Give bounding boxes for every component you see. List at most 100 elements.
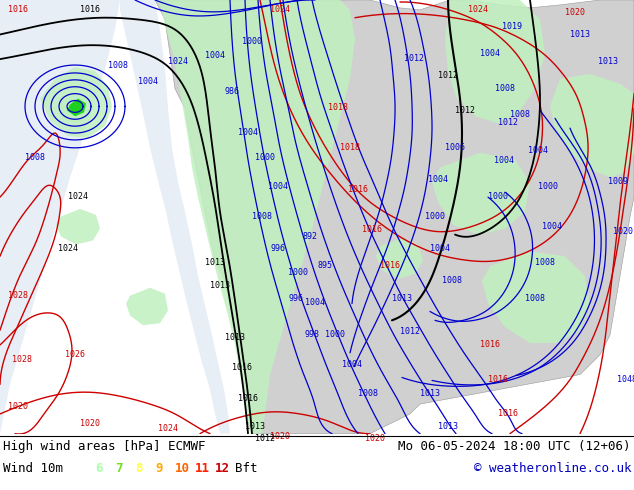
Text: 1004: 1004 <box>430 245 450 253</box>
Text: 1016: 1016 <box>380 261 400 270</box>
Polygon shape <box>120 0 230 434</box>
Text: 998: 998 <box>304 330 320 339</box>
Text: 6: 6 <box>95 463 103 475</box>
Polygon shape <box>67 98 86 116</box>
Text: 1000: 1000 <box>488 192 508 201</box>
Text: 1004: 1004 <box>428 175 448 184</box>
Text: 1000: 1000 <box>538 182 558 191</box>
Text: 1013: 1013 <box>420 389 440 398</box>
Text: 1004: 1004 <box>238 128 258 137</box>
Text: 1020: 1020 <box>270 432 290 441</box>
Text: 1020: 1020 <box>8 402 28 411</box>
Text: 1024: 1024 <box>168 57 188 66</box>
Text: 1026: 1026 <box>65 350 85 359</box>
Text: 1020: 1020 <box>613 227 633 236</box>
Text: 1004: 1004 <box>305 297 325 307</box>
Text: 1028: 1028 <box>8 291 28 300</box>
Text: 1004: 1004 <box>494 156 514 165</box>
Text: 1000: 1000 <box>255 153 275 162</box>
Polygon shape <box>482 251 590 343</box>
Text: 1016: 1016 <box>232 363 252 372</box>
Text: 1016: 1016 <box>480 340 500 349</box>
Text: 1008: 1008 <box>442 276 462 285</box>
Text: Bft: Bft <box>235 463 257 475</box>
Text: 1009: 1009 <box>608 177 628 186</box>
Text: 1013: 1013 <box>392 294 412 303</box>
Text: 1013: 1013 <box>210 281 230 290</box>
Text: 1012: 1012 <box>498 118 518 127</box>
Text: 1004: 1004 <box>138 77 158 86</box>
Text: Mo 06-05-2024 18:00 UTC (12+06): Mo 06-05-2024 18:00 UTC (12+06) <box>399 440 631 453</box>
Text: 9: 9 <box>155 463 162 475</box>
Text: 1016: 1016 <box>8 5 28 14</box>
Text: 1013: 1013 <box>570 29 590 39</box>
Text: 1008: 1008 <box>25 153 45 162</box>
Polygon shape <box>60 93 92 124</box>
Polygon shape <box>56 209 100 245</box>
Text: Wind 10m: Wind 10m <box>3 463 63 475</box>
Text: © weatheronline.co.uk: © weatheronline.co.uk <box>474 463 631 475</box>
Text: 1016: 1016 <box>80 5 100 14</box>
Text: 1004: 1004 <box>480 49 500 58</box>
Text: 1012: 1012 <box>404 54 424 63</box>
Polygon shape <box>40 67 112 138</box>
Text: 1000: 1000 <box>425 212 445 221</box>
Text: 10: 10 <box>175 463 190 475</box>
Text: 1024: 1024 <box>468 5 488 14</box>
Text: 1000: 1000 <box>325 330 345 339</box>
Text: 1013: 1013 <box>225 333 245 342</box>
Text: 1008: 1008 <box>108 61 128 70</box>
Polygon shape <box>432 153 530 235</box>
Text: 1012: 1012 <box>400 327 420 336</box>
Text: 1004: 1004 <box>268 182 288 191</box>
Text: 1024: 1024 <box>58 245 78 253</box>
Polygon shape <box>155 0 355 434</box>
Text: 11: 11 <box>195 463 210 475</box>
Text: 1008: 1008 <box>525 294 545 303</box>
Polygon shape <box>0 0 120 434</box>
Text: 892: 892 <box>302 232 318 241</box>
Text: 1008: 1008 <box>495 84 515 93</box>
Text: 996: 996 <box>288 294 304 303</box>
Text: 1019: 1019 <box>502 22 522 31</box>
Text: 1004: 1004 <box>205 51 225 60</box>
Text: 1013: 1013 <box>598 57 618 66</box>
Text: 8: 8 <box>135 463 143 475</box>
Text: 1016: 1016 <box>362 225 382 234</box>
Text: 1004: 1004 <box>542 222 562 231</box>
Text: 7: 7 <box>115 463 122 475</box>
Text: 1016: 1016 <box>488 374 508 384</box>
Text: 1013: 1013 <box>245 422 265 431</box>
Text: 1020: 1020 <box>80 419 100 428</box>
Text: 1024: 1024 <box>68 192 88 201</box>
Text: 1004: 1004 <box>528 146 548 155</box>
Text: 1012: 1012 <box>438 71 458 80</box>
Text: 1004: 1004 <box>342 360 362 369</box>
Text: 1012: 1012 <box>455 106 475 116</box>
Text: 1018: 1018 <box>328 103 348 113</box>
Text: 1000: 1000 <box>288 268 308 277</box>
Text: 1008: 1008 <box>535 258 555 267</box>
Polygon shape <box>445 0 545 123</box>
Text: 1008: 1008 <box>252 212 272 221</box>
Text: 1008: 1008 <box>358 389 378 398</box>
Text: 1028: 1028 <box>12 355 32 364</box>
Text: 1016: 1016 <box>348 185 368 195</box>
Text: 1013: 1013 <box>205 258 225 267</box>
Text: 1008: 1008 <box>510 110 530 120</box>
Text: 1024: 1024 <box>270 5 290 14</box>
Text: 1024: 1024 <box>158 424 178 433</box>
Text: 1020: 1020 <box>365 434 385 442</box>
Text: 1020: 1020 <box>565 8 585 17</box>
Text: 996: 996 <box>271 245 285 253</box>
Polygon shape <box>120 0 634 434</box>
Text: 12: 12 <box>215 463 230 475</box>
Polygon shape <box>376 239 423 279</box>
Text: 1000: 1000 <box>242 37 262 47</box>
Text: 1016: 1016 <box>238 394 258 403</box>
Text: 1006: 1006 <box>445 143 465 152</box>
Text: High wind areas [hPa] ECMWF: High wind areas [hPa] ECMWF <box>3 440 205 453</box>
Text: 1016: 1016 <box>498 409 518 418</box>
Text: 1048: 1048 <box>617 374 634 384</box>
Text: 1012: 1012 <box>255 434 275 442</box>
